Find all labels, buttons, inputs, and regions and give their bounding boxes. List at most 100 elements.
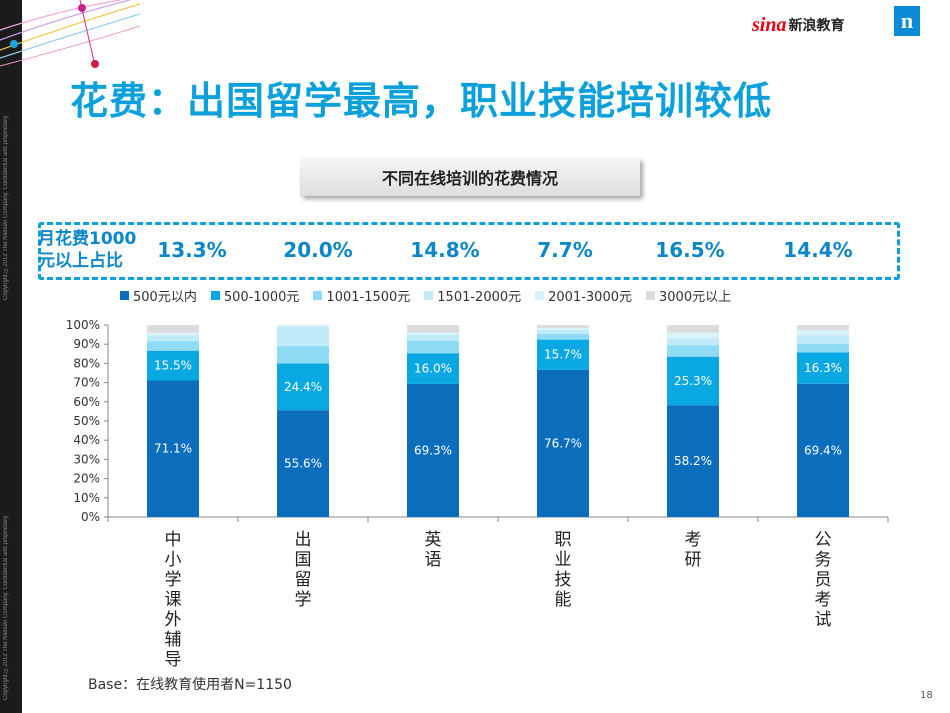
base-note: Base：在线教育使用者N=1150: [88, 677, 292, 693]
x-category-label: 公 务 员 考 试: [814, 530, 832, 630]
monthly-share-label-line2: 元以上占比: [38, 251, 123, 271]
bar-segment: [797, 330, 849, 336]
bar-segment: [407, 353, 459, 384]
bar-segment: [667, 338, 719, 346]
y-tick-label: 20%: [73, 472, 100, 486]
bar-segment: [667, 332, 719, 339]
chart-title-box: 不同在线培训的花费情况: [300, 158, 640, 196]
bar-segment: [537, 328, 589, 330]
legend-swatch: [535, 291, 545, 300]
bar-segment: [147, 341, 199, 351]
nielsen-logo: n: [894, 6, 920, 36]
bar-segment: [277, 410, 329, 517]
share-value: 16.5%: [655, 238, 725, 262]
bar-segment: [147, 325, 199, 333]
share-value: 7.7%: [537, 238, 593, 262]
y-tick-label: 60%: [73, 395, 100, 409]
chart-legend: 500元以内 500-1000元 1001-1500元 1501-2000元 2…: [120, 286, 731, 305]
y-tick-label: 10%: [73, 491, 100, 505]
legend-swatch: [424, 291, 434, 300]
bar-segment: [667, 325, 719, 333]
bar-segment: [277, 326, 329, 347]
bar-segment: [537, 329, 589, 334]
legend-swatch: [120, 291, 129, 300]
y-tick-label: 0%: [81, 510, 100, 524]
legend-label: 2001-3000元: [548, 290, 632, 305]
bar-segment: [407, 383, 459, 517]
page-number: 18: [920, 690, 933, 701]
legend-label: 3000元以上: [659, 290, 732, 305]
y-tick-label: 50%: [73, 414, 100, 428]
bar-segment: [407, 325, 459, 333]
y-tick-label: 40%: [73, 433, 100, 447]
bar-segment: [537, 325, 589, 329]
bar-segment: [407, 340, 459, 354]
bar-segment: [147, 350, 199, 381]
bar-segment: [667, 405, 719, 517]
share-value: 13.3%: [157, 238, 227, 262]
data-label: 15.5%: [154, 359, 192, 373]
bar-segment: [797, 343, 849, 353]
legend-item: 500元以内: [120, 286, 197, 305]
left-sidebar-strip: Copyright ©2012 The Nielsen Company. Con…: [0, 0, 22, 713]
bar-segment: [537, 333, 589, 340]
y-tick-label: 100%: [66, 318, 100, 332]
legend-swatch: [646, 291, 655, 300]
page-title: 花费：出国留学最高，职业技能培训较低: [70, 79, 773, 123]
legend-item: 3000元以上: [646, 286, 731, 305]
x-category-label: 出 国 留 学: [294, 530, 312, 610]
legend-item: 1001-1500元: [313, 286, 410, 305]
x-category-label: 中 小 学 课 外 辅 导: [164, 530, 182, 670]
share-value: 14.4%: [783, 238, 853, 262]
legend-label: 1501-2000元: [437, 290, 522, 305]
data-label: 15.7%: [544, 348, 582, 362]
x-category-label: 考 研: [684, 530, 702, 570]
legend-item: 1501-2000元: [424, 286, 521, 305]
y-tick-label: 90%: [73, 337, 100, 351]
bar-segment: [407, 334, 459, 341]
data-label: 71.1%: [154, 442, 192, 456]
bar-segment: [667, 356, 719, 406]
monthly-share-box: [38, 222, 900, 280]
data-label: 69.3%: [414, 443, 452, 457]
legend-item: 2001-3000元: [535, 286, 632, 305]
bar-segment: [797, 325, 849, 331]
sina-logo: sina 新浪教育: [752, 12, 844, 38]
bar-segment: [667, 345, 719, 357]
bar-segment: [537, 339, 589, 370]
y-tick-label: 30%: [73, 452, 100, 466]
y-tick-label: 80%: [73, 356, 100, 370]
data-label: 76.7%: [544, 436, 582, 450]
x-category-label: 英 语: [424, 530, 442, 570]
sina-logo-cn: 新浪教育: [788, 18, 845, 34]
legend-swatch: [313, 291, 323, 300]
bar-segment: [407, 332, 459, 335]
legend-swatch: [210, 291, 220, 300]
monthly-share-label-line1: 月花费1000: [38, 229, 137, 249]
bar-segment: [147, 335, 199, 342]
monthly-share-label: 月花费1000 元以上占比: [38, 228, 148, 272]
bar-segment: [797, 352, 849, 384]
bar-segment: [147, 332, 199, 336]
data-label: 16.0%: [414, 362, 452, 376]
bar-segment: [797, 383, 849, 517]
legend-label: 1001-1500元: [326, 290, 411, 305]
sina-logo-word: sina: [752, 13, 787, 36]
data-label: 24.4%: [284, 380, 322, 394]
bar-segment: [797, 335, 849, 344]
bar-segment: [537, 369, 589, 517]
y-tick-label: 70%: [73, 376, 100, 390]
bar-segment: [277, 346, 329, 364]
bar-segment: [277, 325, 329, 327]
data-label: 25.3%: [674, 374, 712, 388]
share-value: 20.0%: [283, 238, 353, 262]
share-value: 14.8%: [410, 238, 480, 262]
bar-segment: [277, 363, 329, 411]
legend-label: 500-1000元: [223, 290, 300, 305]
x-category-label: 职 业 技 能: [554, 530, 572, 610]
data-label: 69.4%: [804, 443, 842, 457]
data-label: 58.2%: [674, 454, 712, 468]
legend-item: 500-1000元: [210, 286, 300, 305]
data-label: 55.6%: [284, 457, 322, 471]
